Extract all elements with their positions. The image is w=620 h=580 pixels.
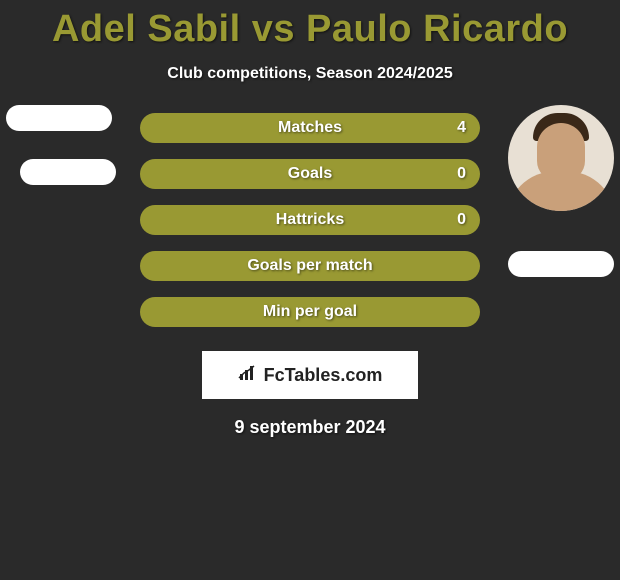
- logo-text: FcTables.com: [264, 365, 383, 386]
- player-left-block: [6, 105, 116, 185]
- stat-label: Matches: [278, 119, 342, 137]
- fctables-logo: FcTables.com: [202, 351, 418, 399]
- chart-bars-icon: [238, 364, 260, 387]
- stat-label: Goals: [288, 165, 332, 183]
- player-right-flag: [508, 251, 614, 277]
- stat-bars: Matches 4 Goals 0 Hattricks 0 Goals per …: [140, 113, 480, 327]
- player-left-flag-2: [20, 159, 116, 185]
- stat-row-matches: Matches 4: [140, 113, 480, 143]
- player-right-block: [508, 105, 614, 277]
- stat-row-hattricks: Hattricks 0: [140, 205, 480, 235]
- stat-label: Hattricks: [276, 211, 344, 229]
- stat-row-goals-per-match: Goals per match: [140, 251, 480, 281]
- comparison-panel: Matches 4 Goals 0 Hattricks 0 Goals per …: [0, 113, 620, 438]
- stat-right-value: 4: [457, 119, 466, 137]
- stat-row-goals: Goals 0: [140, 159, 480, 189]
- page-title: Adel Sabil vs Paulo Ricardo: [0, 0, 620, 51]
- stat-label: Goals per match: [247, 257, 372, 275]
- stat-row-min-per-goal: Min per goal: [140, 297, 480, 327]
- stat-right-value: 0: [457, 211, 466, 229]
- player-left-flag-1: [6, 105, 112, 131]
- player-right-avatar: [508, 105, 614, 211]
- subtitle: Club competitions, Season 2024/2025: [0, 65, 620, 83]
- date-text: 9 september 2024: [0, 417, 620, 438]
- stat-label: Min per goal: [263, 303, 357, 321]
- stat-right-value: 0: [457, 165, 466, 183]
